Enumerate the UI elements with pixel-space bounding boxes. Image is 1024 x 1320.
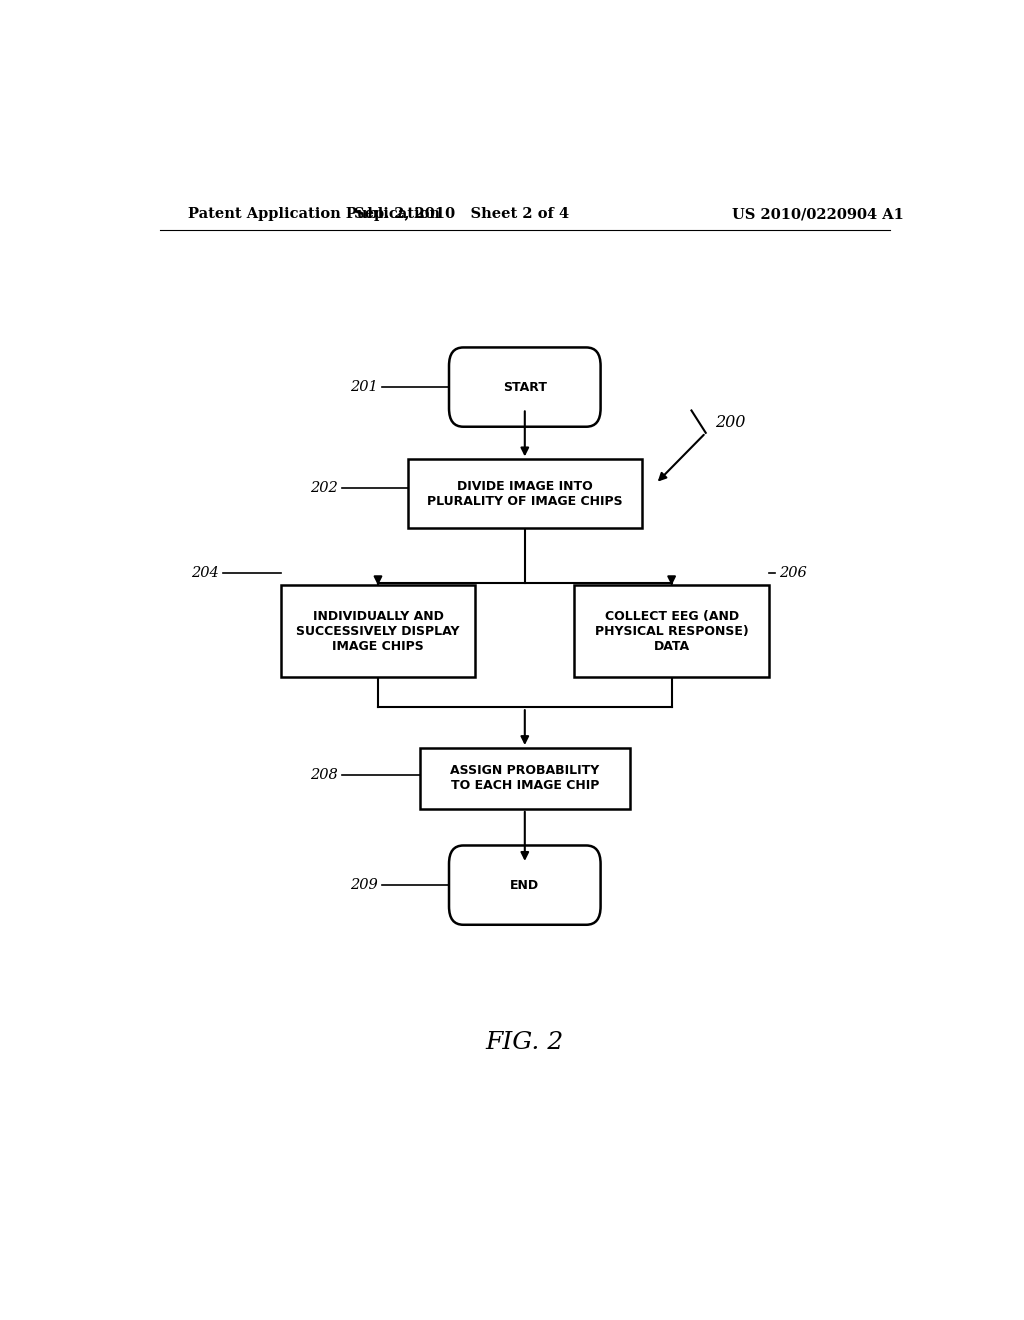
Text: 208: 208: [310, 768, 338, 783]
Text: END: END: [510, 879, 540, 891]
Text: COLLECT EEG (AND
PHYSICAL RESPONSE)
DATA: COLLECT EEG (AND PHYSICAL RESPONSE) DATA: [595, 610, 749, 652]
Text: ASSIGN PROBABILITY
TO EACH IMAGE CHIP: ASSIGN PROBABILITY TO EACH IMAGE CHIP: [451, 764, 599, 792]
Bar: [408, 459, 642, 528]
Bar: [281, 585, 475, 677]
FancyBboxPatch shape: [449, 347, 601, 426]
Text: DIVIDE IMAGE INTO
PLURALITY OF IMAGE CHIPS: DIVIDE IMAGE INTO PLURALITY OF IMAGE CHI…: [427, 479, 623, 508]
Text: INDIVIDUALLY AND
SUCCESSIVELY DISPLAY
IMAGE CHIPS: INDIVIDUALLY AND SUCCESSIVELY DISPLAY IM…: [296, 610, 460, 652]
Text: 202: 202: [310, 480, 338, 495]
Text: Patent Application Publication: Patent Application Publication: [187, 207, 439, 222]
Text: 201: 201: [350, 380, 378, 395]
Text: FIG. 2: FIG. 2: [485, 1031, 564, 1055]
Text: START: START: [503, 380, 547, 393]
Bar: [574, 585, 769, 677]
Text: 200: 200: [715, 414, 745, 432]
Text: Sep. 2, 2010   Sheet 2 of 4: Sep. 2, 2010 Sheet 2 of 4: [353, 207, 569, 222]
Text: US 2010/0220904 A1: US 2010/0220904 A1: [732, 207, 904, 222]
Text: 209: 209: [350, 878, 378, 892]
FancyBboxPatch shape: [449, 846, 601, 925]
Bar: [420, 748, 630, 809]
Text: 204: 204: [191, 566, 219, 579]
Text: 206: 206: [778, 566, 807, 579]
